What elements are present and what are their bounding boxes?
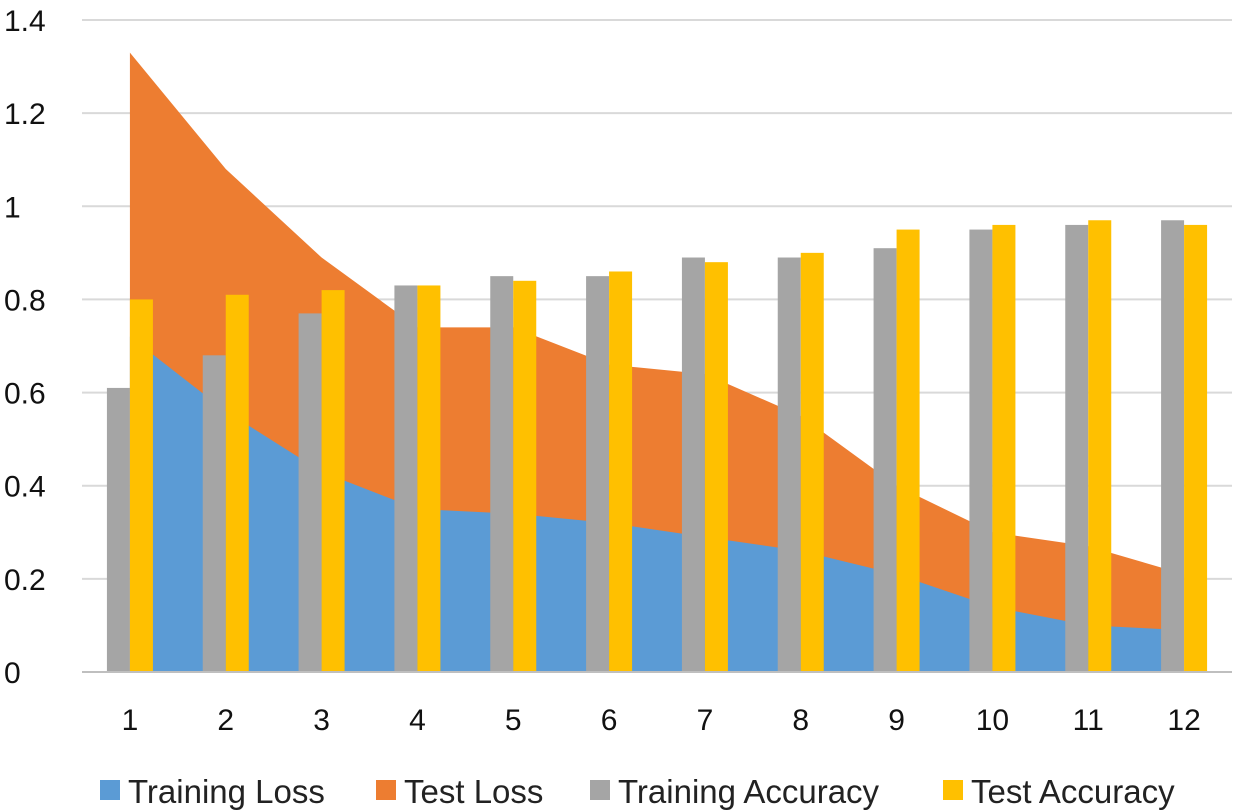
training-loss-legend-swatch — [100, 780, 120, 800]
training-accuracy-bar — [394, 285, 418, 672]
y-tick-label: 0 — [4, 657, 21, 690]
test-loss-legend-label: Test Loss — [404, 773, 543, 810]
x-tick-label: 2 — [217, 704, 234, 737]
training-accuracy-bar — [202, 355, 226, 672]
training-accuracy-bar — [1065, 224, 1089, 672]
y-tick-label: 1.4 — [4, 5, 46, 38]
test-accuracy-legend-label: Test Accuracy — [971, 773, 1175, 810]
x-tick-label: 5 — [505, 704, 522, 737]
x-tick-label: 7 — [697, 704, 714, 737]
test-accuracy-bar — [609, 271, 633, 672]
training-accuracy-bar — [873, 248, 897, 672]
test-accuracy-bar — [1088, 220, 1112, 672]
training-accuracy-bar — [777, 257, 801, 672]
y-tick-label: 0.4 — [4, 471, 46, 504]
x-tick-label: 6 — [601, 704, 618, 737]
loss-areas — [129, 52, 1185, 673]
test-accuracy-bar — [225, 294, 249, 672]
test-accuracy-bar — [800, 252, 824, 672]
legend: Training Loss Test Loss Training Accuracy T… — [100, 773, 1175, 810]
test-accuracy-legend-swatch — [943, 780, 963, 800]
training-accuracy-bar — [490, 276, 514, 672]
y-tick-label: 1.2 — [4, 98, 46, 131]
training-accuracy-bar — [1161, 220, 1185, 672]
x-tick-label: 4 — [409, 704, 426, 737]
test-accuracy-bar — [129, 299, 153, 672]
y-tick-label: 1 — [4, 191, 21, 224]
y-tick-label: 0.8 — [4, 284, 46, 317]
x-tick-label: 10 — [976, 704, 1009, 737]
training-accuracy-bar — [106, 387, 130, 672]
training-loss-area — [129, 336, 1185, 672]
training-accuracy-legend-label: Training Accuracy — [618, 773, 880, 810]
x-tick-label: 8 — [792, 704, 809, 737]
test-accuracy-bar — [321, 290, 345, 672]
test-accuracy-bar — [992, 224, 1016, 672]
x-tick-label: 12 — [1167, 704, 1200, 737]
training-accuracy-legend-swatch — [590, 780, 610, 800]
training-accuracy-bar — [586, 276, 610, 672]
accuracy-bars — [106, 220, 1208, 673]
axes: 00.20.40.60.811.21.41 2 3 4 5 6 7 8 9 10 11 12 — [4, 5, 1232, 737]
y-tick-label: 0.2 — [4, 564, 46, 597]
training-accuracy-bar — [969, 229, 993, 673]
x-tick-label: 1 — [122, 704, 139, 737]
test-accuracy-bar — [896, 229, 920, 673]
test-loss-legend-swatch — [376, 780, 396, 800]
test-accuracy-bar — [417, 285, 441, 672]
training-accuracy-bar — [298, 313, 322, 672]
y-tick-label: 0.6 — [4, 378, 46, 411]
test-accuracy-bar — [513, 280, 537, 672]
x-tick-label: 3 — [313, 704, 330, 737]
test-accuracy-bar — [1184, 224, 1208, 672]
test-accuracy-bar — [704, 262, 728, 672]
x-tick-label: 9 — [888, 704, 905, 737]
training-accuracy-bar — [681, 257, 705, 672]
x-tick-label: 11 — [1073, 704, 1104, 737]
training-loss-legend-label: Training Loss — [128, 773, 325, 810]
